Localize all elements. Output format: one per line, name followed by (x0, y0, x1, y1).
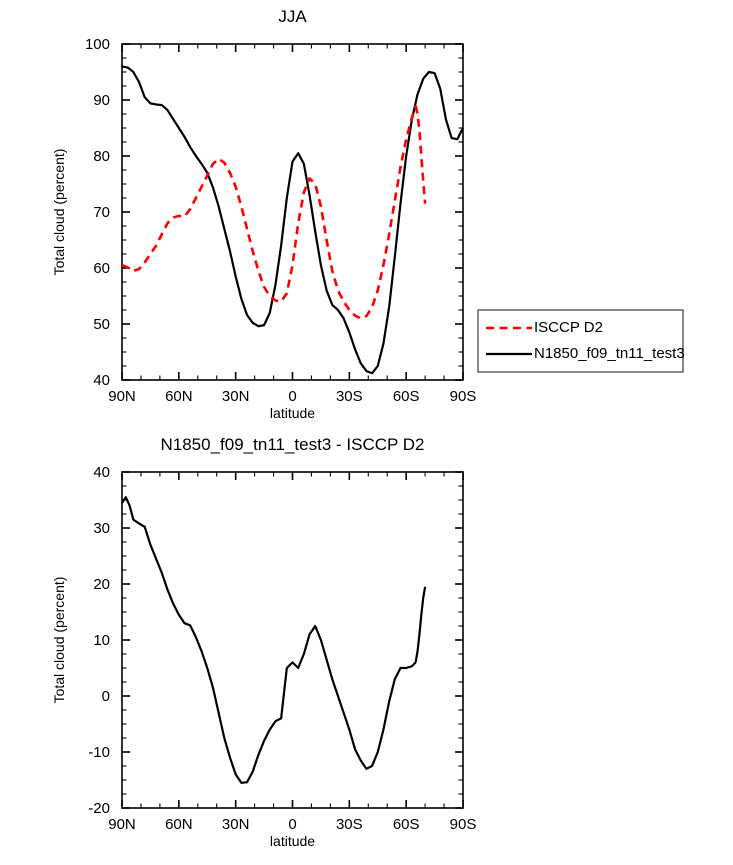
y-tick-label: 30 (93, 520, 110, 537)
y-tick-label: 10 (93, 632, 110, 649)
x-tick-label: 0 (288, 816, 296, 833)
series-isccp-d2-tail (414, 105, 427, 204)
y-tick-label: 20 (93, 576, 110, 593)
series-n1850-f09-tn11-test3 (121, 65, 464, 375)
x-tick-label: 60N (165, 816, 193, 833)
x-tick-label: 90S (450, 816, 477, 833)
panel-title: JJA (278, 7, 307, 26)
x-tick-label: 60S (393, 388, 420, 405)
x-tick-label: 30N (222, 816, 250, 833)
x-tick-label: 60S (393, 816, 420, 833)
y-tick-label: 40 (93, 372, 110, 389)
panel-title: N1850_f09_tn11_test3 - ISCCP D2 (161, 435, 425, 454)
series-n1850-f09-tn11-test3-isccp-d2 (121, 496, 417, 784)
legend-label-1: ISCCP D2 (534, 319, 603, 336)
plot-frame (121, 471, 464, 809)
y-tick-label: 70 (93, 204, 110, 221)
panel-top-panel: JJA 90N 60N 30N 0 30S 60S 90S 40 50 60 70 80 90 100 lat… (51, 7, 476, 421)
x-tick-label: 30N (222, 388, 250, 405)
y-tick-label: 60 (93, 260, 110, 277)
x-axis-label: latitude (270, 405, 315, 421)
legend-border (477, 309, 684, 373)
y-axis-label: Total cloud (percent) (51, 577, 67, 704)
y-tick-label: -10 (88, 744, 110, 761)
x-tick-label: 90S (450, 388, 477, 405)
y-axis-label: Total cloud (percent) (51, 149, 67, 276)
x-tick-label: 30S (336, 388, 363, 405)
y-tick-label: -20 (88, 800, 110, 817)
y-tick-label: 100 (85, 36, 110, 53)
y-tick-label: 40 (93, 464, 110, 481)
series-segment-tail (414, 586, 427, 663)
y-tick-label: 80 (93, 148, 110, 165)
panel-bottom-panel: N1850_f09_tn11_test3 - ISCCP D2 90N 60N 30N… (51, 435, 476, 849)
series-isccp-d2 (121, 105, 417, 320)
legend-label-2: N1850_f09_tn11_test3 (534, 345, 685, 362)
x-tick-label: 90N (108, 388, 136, 405)
plot-frame (121, 43, 464, 381)
x-tick-label: 60N (165, 388, 193, 405)
y-tick-label: 90 (93, 92, 110, 109)
legend: ISCCP D2 N1850_f09_tn11_test3 (477, 309, 685, 373)
y-tick-label: 50 (93, 316, 110, 333)
y-tick-label: 0 (102, 688, 110, 705)
x-tick-label: 0 (288, 388, 296, 405)
x-tick-label: 90N (108, 816, 136, 833)
x-tick-label: 30S (336, 816, 363, 833)
x-axis-label: latitude (270, 833, 315, 849)
